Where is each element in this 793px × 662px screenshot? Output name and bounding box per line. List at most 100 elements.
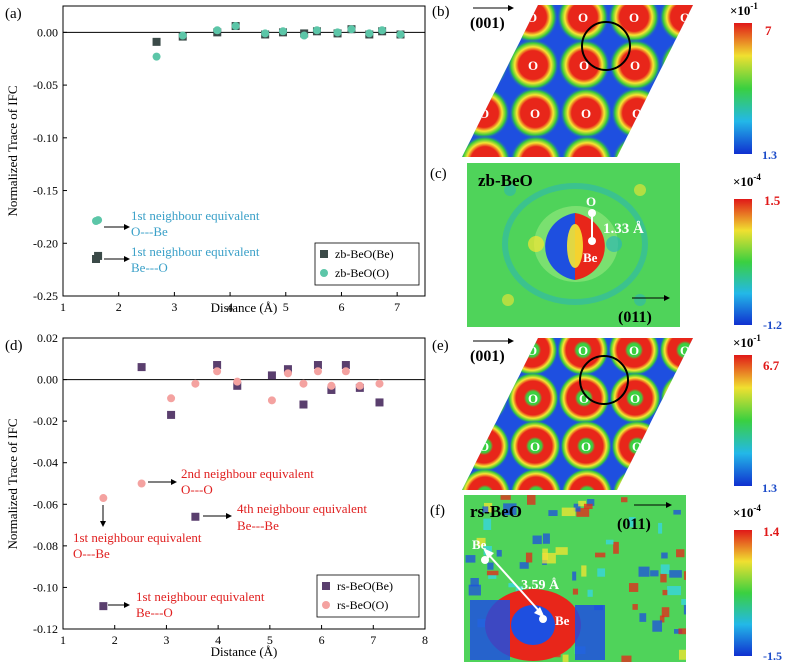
point-rs-BeO(Be) [213,361,222,370]
atom-label: O [431,202,441,217]
annotation-d-2nd: 2nd neighbour equivalent O---O [148,466,314,497]
atom-label: O [530,106,540,121]
colorbar-max-f: 1.4 [763,524,780,539]
atom-label: O [684,154,694,169]
legend-marker-a-be [320,250,328,258]
atom-density [507,39,559,91]
atom-density [507,372,559,424]
annotation-d-1st-be-line1: 1st neighbour equivalent [136,589,265,604]
atom-density [462,39,508,91]
x-axis-label-d: Distance (Å) [211,644,278,659]
atom-label: O [531,154,541,169]
atom-label: O [783,58,793,73]
atom-label: O [479,439,489,454]
atom-label: O [783,391,793,406]
atom-density [359,516,411,568]
point-rs-BeO(O) [327,381,336,390]
annotation-a2-line2: Be---O [131,260,168,275]
atom-label: O [579,391,589,406]
point-rs-BeO(Be) [299,400,308,409]
atom-label: O [431,535,441,550]
atom-label: O [582,154,592,169]
atom-density [509,420,561,472]
legend-marker-a-o [320,269,328,277]
point-zb-BeO(O) [261,29,270,38]
y-tick-label: -0.04 [33,456,58,470]
atom-density [558,372,610,424]
atom-density [561,468,613,490]
colorbar-min-b: 1.3 [762,148,777,162]
direction-label-c: (011) [618,309,652,326]
atom-label: O [630,58,640,73]
legend-a: zb-BeO(Be) zb-BeO(O) [314,242,420,286]
atom-label: O [578,343,588,358]
x-tick-label: 1 [60,633,66,647]
atom-label-c-bottom: Be [583,250,598,265]
y-tick-label: -0.12 [33,622,58,636]
y-tick-label: 0.00 [37,25,58,39]
atom-density [659,338,693,376]
point-rs-BeO(O) [355,381,364,390]
atom-label: O [527,10,537,25]
atom-label: O [735,487,745,502]
colorbar-max-c: 1.5 [764,193,781,208]
atom-label: O [531,487,541,502]
y-tick-label: -0.10 [33,131,58,145]
annotation-d-4th-line2: Be---Be [237,518,279,533]
y-tick-label: -0.10 [33,580,58,594]
atom-label: O [680,343,690,358]
atom-density [510,468,562,490]
legend-label-d-be: rs-BeO(Be) [337,579,393,593]
point-rs-BeO(O) [191,379,200,388]
atom-density [762,39,793,91]
colorbar-c [734,199,752,325]
x-tick-label: 3 [171,300,177,314]
y-tick-label: -0.05 [33,78,58,92]
point-rs-BeO(Be) [233,381,242,390]
atom-label: O [581,439,591,454]
point-zb-BeO(O) [378,26,387,35]
annotation-a-1: 1st neighbour equivalent O---Be [92,208,260,239]
atom-label-f-2: Be [555,613,570,628]
point-rs-BeO(Be) [167,410,176,419]
panel-label-e: (e) [432,338,449,354]
atom-label: O [683,439,693,454]
panel-label-d: (d) [5,338,23,354]
atom-label: O [428,106,438,121]
y-tick-label: -0.15 [33,184,58,198]
x-tick-label: 8 [422,633,428,647]
atom-density [560,87,612,139]
atom-label: O [528,58,538,73]
atom-density [662,420,693,472]
y-tick-label: -0.20 [33,236,58,250]
point-rs-BeO(O) [283,369,292,378]
point-rs-BeO(O) [375,379,384,388]
atom-density [609,372,661,424]
atom-label-f-1: Be [472,537,487,552]
atom-label: O [629,10,639,25]
marks-d [99,361,384,611]
point-zb-BeO(O) [347,25,356,34]
atom-density [560,420,612,472]
x-tick-label: 1 [60,300,66,314]
panel-label-b: (b) [432,4,450,20]
plot-frame-a [62,5,426,297]
point-rs-BeO(O) [137,479,146,488]
atom-label: O [582,487,592,502]
direction-label-f: (011) [617,516,651,533]
point-rs-BeO(Be) [313,361,322,370]
annotation-marker [92,217,100,225]
x-tick-label: 2 [116,300,122,314]
atom-label: O [477,391,487,406]
atom-density [410,516,462,568]
point-zb-BeO(O) [312,26,321,35]
annotation-d-4th-line1: 4th neighbour equivalent [237,501,367,516]
point-rs-BeO(O) [299,379,308,388]
colorbar-exp-e: ×10-1 [733,333,761,350]
x-tick-label: 5 [283,300,289,314]
point-zb-BeO(O) [231,22,240,31]
colorbar-b [734,23,752,154]
atom-density [462,135,511,157]
x-tick-label: 2 [112,633,118,647]
atom-label: O [480,154,490,169]
